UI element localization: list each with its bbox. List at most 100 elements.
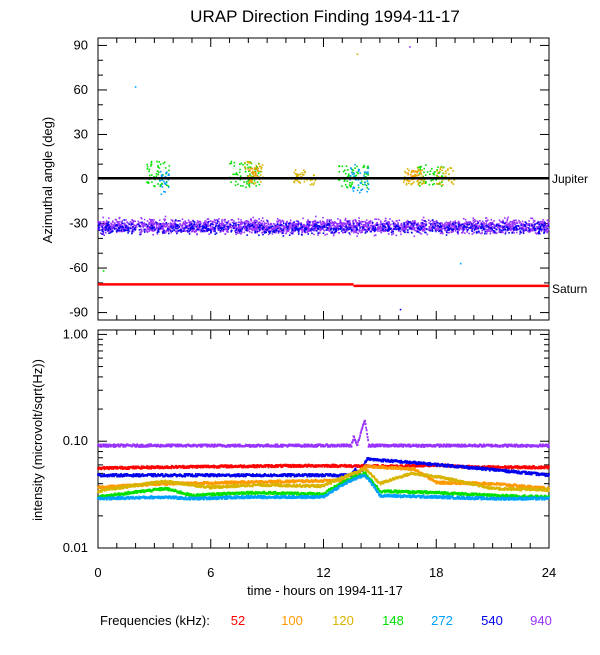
azimuth-point <box>298 231 300 233</box>
azimuth-point <box>111 224 113 226</box>
azimuth-point <box>338 232 340 234</box>
azimuth-point <box>444 229 446 231</box>
azimuth-point <box>237 183 239 185</box>
azimuth-point <box>205 220 207 222</box>
azimuth-point <box>185 221 187 223</box>
intensity-y-tick-label: 1.00 <box>63 326 88 341</box>
azimuth-point <box>429 226 431 228</box>
azimuth-point <box>197 229 199 231</box>
azimuth-point <box>486 220 488 222</box>
azimuth-point <box>423 168 425 170</box>
azimuth-point <box>241 228 243 230</box>
azimuth-point <box>314 228 316 230</box>
azimuth-point <box>520 226 522 228</box>
azimuth-point <box>291 233 293 235</box>
azimuth-point <box>191 231 193 233</box>
azimuth-point <box>123 223 125 225</box>
azimuth-point <box>158 229 160 231</box>
azimuth-point <box>485 217 487 219</box>
azimuth-point <box>391 234 393 236</box>
azimuth-point <box>255 165 257 167</box>
azimuth-point <box>203 230 205 232</box>
azimuth-point <box>310 184 312 186</box>
azimuth-point <box>510 221 512 223</box>
azimuth-point <box>133 220 135 222</box>
azimuth-point <box>272 228 274 230</box>
intensity-point <box>366 429 368 431</box>
azimuth-point <box>144 229 146 231</box>
azimuth-point <box>146 230 148 232</box>
azimuth-point <box>233 223 235 225</box>
azimuth-point <box>242 226 244 228</box>
azimuth-point <box>182 226 184 228</box>
azimuth-point <box>298 174 300 176</box>
azimuth-point <box>399 229 401 231</box>
azimuth-point <box>98 227 100 229</box>
azimuth-point <box>414 175 416 177</box>
azimuth-point <box>223 229 225 231</box>
azimuth-point <box>473 217 475 219</box>
azimuth-point <box>138 221 140 223</box>
azimuth-point <box>480 233 482 235</box>
azimuth-point <box>168 165 170 167</box>
azimuth-point <box>504 229 506 231</box>
azimuth-point <box>156 175 158 177</box>
azimuth-point <box>104 226 106 228</box>
azimuth-point <box>362 227 364 229</box>
azimuth-point <box>253 183 255 185</box>
azimuth-point <box>486 222 488 224</box>
azimuth-point <box>327 225 329 227</box>
azimuth-point <box>528 227 530 229</box>
azimuth-point <box>115 219 117 221</box>
azimuth-point <box>310 230 312 232</box>
azimuth-point <box>459 229 461 231</box>
azimuth-point <box>152 221 154 223</box>
azimuth-point <box>249 180 251 182</box>
azimuth-point <box>362 229 364 231</box>
azimuth-point <box>425 224 427 226</box>
azimuth-point <box>260 174 262 176</box>
azimuth-point <box>243 181 245 183</box>
azimuth-point <box>272 233 274 235</box>
azimuth-point <box>105 229 107 231</box>
azimuth-point <box>168 223 170 225</box>
azimuth-point <box>385 220 387 222</box>
azimuth-point <box>282 232 284 234</box>
azimuth-point <box>180 231 182 233</box>
azimuth-point <box>417 228 419 230</box>
intensity-point <box>360 431 362 433</box>
azimuth-point <box>364 184 366 186</box>
azimuth-point <box>168 174 170 176</box>
azimuth-point <box>102 217 104 219</box>
azimuth-point <box>301 232 303 234</box>
azimuth-point <box>439 182 441 184</box>
azimuth-point <box>439 226 441 228</box>
azimuth-point <box>475 226 477 228</box>
azimuth-point <box>171 226 173 228</box>
azimuth-point <box>110 232 112 234</box>
azimuth-point <box>278 231 280 233</box>
azimuth-point <box>490 231 492 233</box>
azimuth-point <box>120 230 122 232</box>
azimuth-point <box>164 219 166 221</box>
azimuth-point <box>267 220 269 222</box>
azimuth-point <box>149 227 151 229</box>
azimuth-point <box>301 230 303 232</box>
azimuth-point <box>397 222 399 224</box>
azimuth-point <box>323 226 325 228</box>
azimuth-point <box>481 223 483 225</box>
azimuth-y-tick-label: 60 <box>74 82 88 97</box>
azimuth-point <box>437 222 439 224</box>
azimuth-point <box>254 180 256 182</box>
azimuth-point <box>326 227 328 229</box>
azimuth-point <box>117 221 119 223</box>
azimuth-point <box>335 222 337 224</box>
azimuth-point <box>249 170 251 172</box>
azimuth-point <box>432 222 434 224</box>
azimuth-point <box>163 163 165 165</box>
azimuth-point <box>395 229 397 231</box>
azimuth-point <box>477 220 479 222</box>
azimuth-point <box>164 191 166 193</box>
azimuth-point <box>453 221 455 223</box>
azimuth-point <box>442 233 444 235</box>
